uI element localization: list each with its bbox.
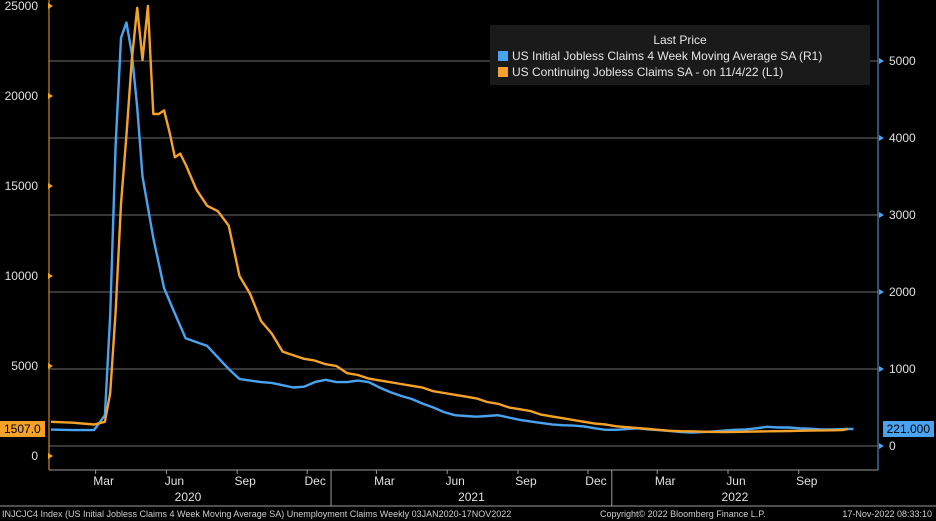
left-tick-label: 10000 (5, 269, 39, 283)
right-tick-label: 5000 (889, 54, 916, 68)
legend-label-continuing-claims: US Continuing Jobless Claims SA - on 11/… (512, 65, 784, 79)
left-tick-label: 0 (31, 449, 38, 463)
last-value-left-tag: 1507.0 (0, 421, 45, 437)
right-tick-label: 2000 (889, 285, 916, 299)
footer-timestamp: 17-Nov-2022 08:33:10 (842, 509, 932, 519)
right-tick-label: 0 (889, 439, 896, 453)
x-year-label: 2022 (722, 490, 749, 504)
left-tick-mark (48, 453, 53, 459)
right-tick-mark (879, 289, 884, 295)
right-tick-mark (879, 443, 884, 449)
x-tick-label: Dec (585, 474, 606, 488)
x-tick-label: Sep (234, 474, 256, 488)
x-tick-label: Jun (726, 474, 745, 488)
legend-title: Last Price (653, 33, 707, 47)
x-tick-label: Sep (515, 474, 537, 488)
left-tick-label: 20000 (5, 89, 39, 103)
x-year-label: 2020 (175, 490, 202, 504)
left-tick-label: 25000 (5, 0, 39, 13)
right-tick-label: 3000 (889, 208, 916, 222)
left-tick-mark (48, 3, 53, 9)
legend-swatch-orange (498, 67, 508, 77)
footer-source: INJCJC4 Index (US Initial Jobless Claims… (2, 509, 512, 519)
x-tick-label: Sep (796, 474, 818, 488)
legend-swatch-blue (498, 51, 508, 61)
x-tick-label: Dec (305, 474, 326, 488)
legend: Last Price US Initial Jobless Claims 4 W… (490, 25, 870, 85)
x-tick-label: Jun (446, 474, 465, 488)
x-tick-label: Mar (655, 474, 676, 488)
legend-entry-initial-claims: US Initial Jobless Claims 4 Week Moving … (498, 49, 822, 63)
axes (0, 0, 936, 507)
left-tick-mark (48, 363, 53, 369)
left-tick-mark (48, 93, 53, 99)
last-value-right-tag: 221.000 (882, 421, 934, 437)
left-tick-mark (48, 183, 53, 189)
grid-lines (49, 60, 878, 447)
series-lines (50, 4, 854, 434)
left-tick-label: 15000 (5, 179, 39, 193)
left-axis-ticks: 0 5000 10000 15000 20000 25000 (5, 0, 53, 463)
right-tick-mark (879, 135, 884, 141)
legend-label-initial-claims: US Initial Jobless Claims 4 Week Moving … (512, 49, 823, 63)
series-line-continuing-claims (50, 4, 849, 434)
left-tick-label: 5000 (11, 359, 38, 373)
right-tick-mark (879, 58, 884, 64)
x-tick-label: Mar (93, 474, 114, 488)
right-tick-mark (879, 366, 884, 372)
right-tick-mark (879, 212, 884, 218)
x-tick-label: Mar (374, 474, 395, 488)
x-year-label: 2021 (458, 490, 485, 504)
right-tick-label: 1000 (889, 362, 916, 376)
legend-entry-continuing-claims: US Continuing Jobless Claims SA - on 11/… (498, 65, 783, 79)
right-tick-label: 4000 (889, 131, 916, 145)
footer-copyright: Copyright© 2022 Bloomberg Finance L.P. (600, 509, 766, 519)
right-axis-ticks: 0 1000 2000 3000 4000 5000 (879, 54, 916, 453)
left-tick-mark (48, 273, 53, 279)
x-axis-ticks: Mar Jun Sep Dec Mar Jun Sep Dec Mar Jun Sep 2020 202… (93, 470, 818, 506)
x-tick-label: Jun (165, 474, 184, 488)
